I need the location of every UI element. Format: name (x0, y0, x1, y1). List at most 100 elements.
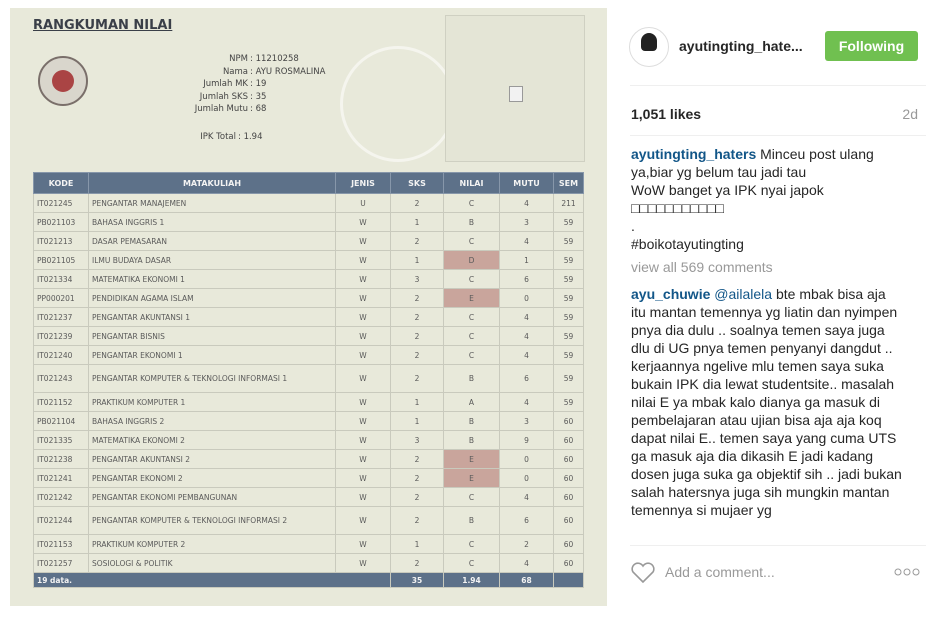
cell: W (335, 534, 391, 554)
grade-row: PP000201 PENDIDIKAN AGAMA ISLAM W 2 E 0 59 (33, 288, 584, 308)
cell: W (335, 449, 391, 469)
cell: 6 (499, 269, 554, 289)
likes[interactable]: 1,051 likes (631, 106, 702, 122)
grade-row: IT021335 MATEMATIKA EKONOMI 2 W 3 B 9 60 (33, 430, 584, 450)
info-label: NPM (229, 54, 248, 64)
comment-text: bte mbak bisa aja itu mantan temennya yg… (631, 286, 902, 518)
cell: 59 (553, 231, 584, 251)
divider (630, 135, 926, 136)
cell: 2 (390, 553, 444, 573)
cell: B (443, 430, 500, 450)
info-row: IPK Total: 1.94 (108, 132, 348, 142)
cell: SOSIOLOGI & POLITIK (88, 553, 336, 573)
cell: 0 (499, 468, 554, 488)
more-icon[interactable] (894, 567, 920, 577)
add-comment[interactable]: Add a comment... (665, 564, 775, 580)
cell: 211 (553, 193, 584, 213)
cell: PRAKTIKUM KOMPUTER 1 (88, 392, 336, 412)
info-label: Nama (222, 66, 248, 77)
cell: W (335, 392, 391, 412)
username[interactable]: ayutingting_hate... (679, 38, 803, 54)
photo-placeholder (445, 15, 585, 162)
grade-row: IT021152 PRAKTIKUM KOMPUTER 1 W 1 A 4 59 (33, 392, 584, 412)
cell: MATEMATIKA EKONOMI 1 (88, 269, 336, 289)
footer-cell: 1.94 (443, 572, 500, 588)
cell: PB021103 (33, 212, 89, 232)
info-row: Nama: AYU ROSMALINA (120, 67, 360, 77)
cell: B (443, 364, 500, 393)
time: 2d (902, 106, 918, 122)
cell: 1 (390, 392, 444, 412)
cell: 0 (499, 288, 554, 308)
caption-user[interactable]: ayutingting_haters (631, 146, 757, 162)
cell: E (443, 288, 500, 308)
info-value: : 1.94 (238, 132, 263, 142)
info-row: Jumlah SKS: 35 (120, 92, 360, 102)
cell: 59 (553, 288, 584, 308)
cell: 2 (390, 326, 444, 346)
cell: 0 (499, 449, 554, 469)
grade-row: IT021245 PENGANTAR MANAJEMEN U 2 C 4 211 (33, 193, 584, 213)
cell: 2 (499, 534, 554, 554)
cell: PENGANTAR BISNIS (88, 326, 336, 346)
cell: E (443, 468, 500, 488)
cell: C (443, 534, 500, 554)
footer-cell (553, 572, 584, 588)
cell: IT021213 (33, 231, 89, 251)
side-panel: ayutingting_hate... Following 1,051 like… (617, 0, 926, 618)
grade-row: IT021153 PRAKTIKUM KOMPUTER 2 W 1 C 2 60 (33, 534, 584, 554)
info-row: Jumlah MK: 19 (120, 79, 360, 89)
follow-button[interactable]: Following (825, 31, 918, 61)
column-header: NILAI (443, 172, 500, 194)
comment-user[interactable]: ayu_chuwie (631, 286, 711, 302)
cell: 59 (553, 364, 584, 393)
cell: C (443, 193, 500, 213)
grade-table: KODE MATAKULIAH JENIS SKS NILAI MUTU SEM IT021… (33, 172, 584, 588)
cell: IT021152 (33, 392, 89, 412)
cell: W (335, 250, 391, 270)
info-label: Jumlah SKS (199, 91, 248, 102)
info-label: IPK Total (200, 132, 236, 142)
cell: 4 (499, 193, 554, 213)
cell: E (443, 449, 500, 469)
info-value: : 11210258 (250, 54, 299, 64)
cell: 59 (553, 307, 584, 327)
like-icon[interactable] (630, 562, 656, 584)
footer-cell: 19 data. (33, 572, 391, 588)
grade-row: IT021257 SOSIOLOGI & POLITIK W 2 C 4 60 (33, 553, 584, 573)
cell: C (443, 326, 500, 346)
cell: PRAKTIKUM KOMPUTER 2 (88, 534, 336, 554)
cell: IT021242 (33, 487, 89, 507)
cell: 2 (390, 468, 444, 488)
footer-cell: 35 (390, 572, 444, 588)
cell: 3 (499, 212, 554, 232)
cell: BAHASA INGGRIS 1 (88, 212, 336, 232)
cell: W (335, 487, 391, 507)
view-comments[interactable]: view all 569 comments (631, 259, 773, 275)
doc-title: RANGKUMAN NILAI (33, 18, 173, 33)
mention[interactable]: @ailalela (714, 286, 773, 302)
cell: 4 (499, 553, 554, 573)
cell: IT021243 (33, 364, 89, 393)
cell: PENGANTAR AKUNTANSI 2 (88, 449, 336, 469)
cell: W (335, 364, 391, 393)
cell: W (335, 506, 391, 535)
cell: 59 (553, 250, 584, 270)
cell: PENDIDIKAN AGAMA ISLAM (88, 288, 336, 308)
cell: 59 (553, 345, 584, 365)
column-header: MATAKULIAH (88, 172, 336, 194)
cell: 2 (390, 231, 444, 251)
avatar[interactable] (629, 27, 669, 67)
cell: IT021257 (33, 553, 89, 573)
cell: IT021334 (33, 269, 89, 289)
cell: IT021240 (33, 345, 89, 365)
cell: IT021335 (33, 430, 89, 450)
grade-row: IT021213 DASAR PEMASARAN W 2 C 4 59 (33, 231, 584, 251)
cell: 1 (499, 250, 554, 270)
watermark (340, 46, 456, 162)
cell: PB021104 (33, 411, 89, 431)
cell: 2 (390, 487, 444, 507)
cell: W (335, 411, 391, 431)
cell: W (335, 269, 391, 289)
